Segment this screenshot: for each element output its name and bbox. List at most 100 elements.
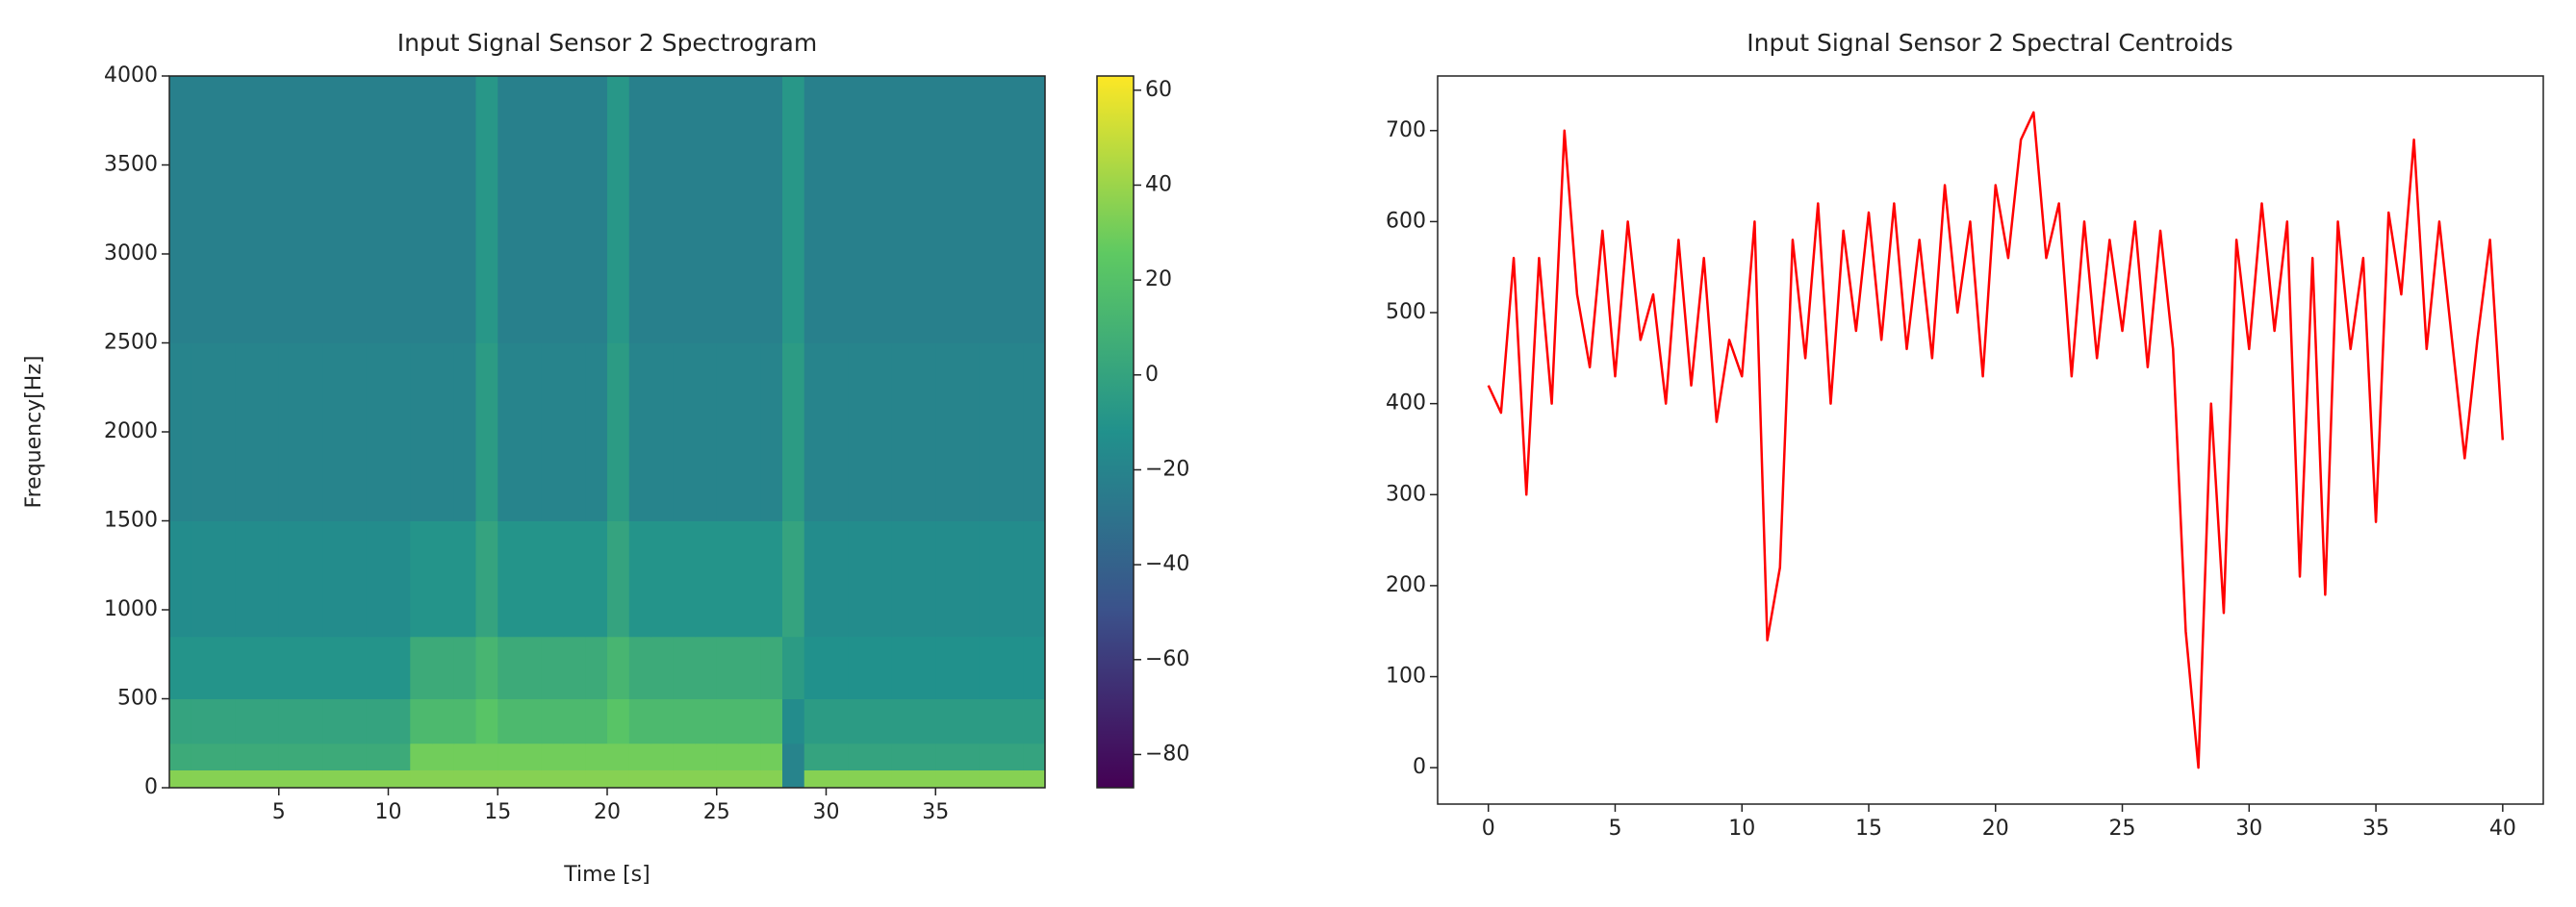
heatmap-cell	[300, 520, 323, 638]
y-tick-label: 4000	[104, 63, 158, 88]
heatmap-cell	[191, 698, 214, 744]
x-tick-label: 30	[813, 800, 840, 824]
heatmap-cell	[410, 636, 433, 699]
heatmap-cell	[716, 636, 739, 699]
colorbar-tick-label: 40	[1145, 172, 1172, 196]
heatmap-cell	[870, 520, 893, 638]
heatmap-cell	[344, 342, 368, 521]
heatmap-cell	[520, 76, 543, 343]
heatmap-cell	[760, 698, 783, 744]
heatmap-cell	[563, 698, 586, 744]
heatmap-cell	[388, 743, 411, 770]
heatmap-cell	[541, 743, 564, 770]
heatmap-cell	[673, 769, 696, 789]
heatmap-cell	[870, 342, 893, 521]
heatmap-cell	[1023, 743, 1046, 770]
heatmap-cell	[541, 769, 564, 789]
heatmap-cell	[541, 636, 564, 699]
heatmap-cell	[716, 698, 739, 744]
heatmap-cell	[695, 698, 718, 744]
heatmap-cell	[607, 342, 630, 521]
heatmap-cell	[257, 342, 280, 521]
heatmap-cell	[738, 76, 761, 343]
heatmap-cell	[628, 769, 651, 789]
heatmap-cell	[563, 342, 586, 521]
heatmap-cell	[410, 520, 433, 638]
heatmap-cell	[760, 76, 783, 343]
heatmap-cell	[935, 636, 958, 699]
heatmap-cell	[826, 76, 849, 343]
y-tick-label: 100	[1386, 665, 1426, 689]
heatmap-cell	[344, 636, 368, 699]
y-tick-label: 300	[1386, 482, 1426, 506]
heatmap-cell	[1023, 636, 1046, 699]
heatmap-cell	[366, 76, 389, 343]
heatmap-cell	[213, 769, 236, 789]
heatmap-cell	[979, 698, 1002, 744]
heatmap-cell	[585, 769, 608, 789]
heatmap-cell	[432, 520, 455, 638]
heatmap-cell	[213, 342, 236, 521]
heatmap-cell	[366, 342, 389, 521]
heatmap-cell	[169, 698, 192, 744]
heatmap-cell	[979, 743, 1002, 770]
heatmap-cell	[169, 636, 192, 699]
heatmap-cell	[388, 76, 411, 343]
heatmap-cell	[257, 743, 280, 770]
heatmap-cell	[913, 342, 936, 521]
heatmap-cell	[826, 743, 849, 770]
heatmap-cell	[803, 520, 827, 638]
heatmap-cell	[300, 698, 323, 744]
heatmap-cell	[213, 520, 236, 638]
heatmap-cell	[585, 76, 608, 343]
heatmap-cell	[650, 76, 674, 343]
heatmap-cell	[563, 769, 586, 789]
heatmap-cell	[650, 698, 674, 744]
heatmap-cell	[520, 636, 543, 699]
y-tick-label: 1000	[104, 597, 158, 621]
heatmap-cell	[453, 520, 476, 638]
heatmap-cell	[1023, 520, 1046, 638]
plot-frame	[168, 75, 1046, 789]
heatmap-cell	[891, 342, 914, 521]
heatmap-cell	[169, 769, 192, 789]
heatmap-cell	[169, 76, 192, 343]
heatmap-cell	[935, 769, 958, 789]
heatmap-cell	[257, 769, 280, 789]
heatmap-cell	[541, 342, 564, 521]
heatmap-cell	[453, 636, 476, 699]
heatmap-cell	[957, 520, 981, 638]
x-axis-label: Time [s]	[563, 863, 650, 887]
heatmap-cell	[1001, 342, 1024, 521]
heatmap-cell	[848, 698, 871, 744]
heatmap-cell	[563, 636, 586, 699]
heatmap-cell	[257, 636, 280, 699]
heatmap-cell	[913, 520, 936, 638]
heatmap-cell	[628, 698, 651, 744]
heatmap-cell	[563, 743, 586, 770]
heatmap-cell	[344, 76, 368, 343]
heatmap-cell	[541, 520, 564, 638]
heatmap-cell	[803, 743, 827, 770]
heatmap-cell	[695, 342, 718, 521]
heatmap-cell	[738, 743, 761, 770]
heatmap-cell	[278, 342, 301, 521]
heatmap-cell	[497, 342, 521, 521]
heatmap-cell	[782, 769, 805, 789]
heatmap-cell	[388, 698, 411, 744]
heatmap-cell	[366, 636, 389, 699]
heatmap-cell	[738, 520, 761, 638]
heatmap-cell	[410, 76, 433, 343]
heatmap-cell	[628, 76, 651, 343]
heatmap-cell	[410, 769, 433, 789]
heatmap-cell	[520, 769, 543, 789]
heatmap-cell	[695, 769, 718, 789]
colorbar-tick-label: 20	[1145, 267, 1172, 291]
heatmap-cell	[322, 769, 345, 789]
heatmap-cell	[191, 520, 214, 638]
chart-title: Input Signal Sensor 2 Spectrogram	[397, 29, 817, 57]
heatmap-cell	[826, 342, 849, 521]
heatmap-cell	[475, 342, 498, 521]
heatmap-cell	[432, 76, 455, 343]
y-tick-label: 0	[144, 775, 158, 799]
